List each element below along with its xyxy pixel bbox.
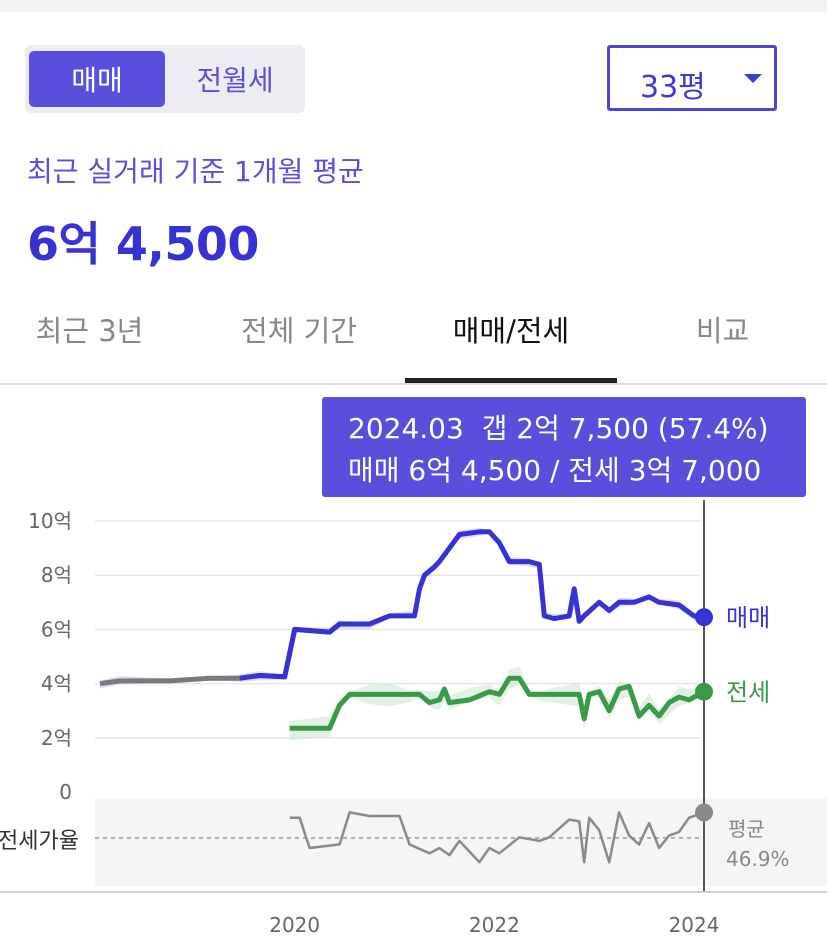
y-tick-label: 10억 bbox=[28, 509, 72, 533]
jeonse-series-label: 전세 bbox=[726, 679, 770, 707]
ratio-avg-value: 46.9% bbox=[726, 847, 790, 871]
active-tab-indicator bbox=[405, 378, 617, 383]
y-tick-label: 0 bbox=[59, 780, 72, 804]
ratio-axis-label: 전세가율 bbox=[0, 829, 79, 854]
tab-recent-3y[interactable]: 최근 3년 bbox=[35, 314, 144, 348]
size-dropdown[interactable]: 33평 bbox=[607, 45, 777, 111]
tab-all-period[interactable]: 전체 기간 bbox=[241, 314, 357, 348]
jeonse-line bbox=[289, 675, 706, 731]
ratio-avg-label: 평균 bbox=[728, 817, 765, 841]
y-tick-label: 6억 bbox=[41, 617, 72, 641]
tab-compare[interactable]: 비교 bbox=[695, 314, 750, 348]
y-tick-label: 2억 bbox=[41, 726, 72, 750]
ratio-line bbox=[289, 811, 705, 864]
y-tick-label: 8억 bbox=[41, 563, 72, 587]
tooltip-line-2: 매매 6억 4,500 / 전세 3억 7,000 bbox=[348, 454, 762, 487]
price-basis-label: 최근 실거래 기준 1개월 평균 bbox=[27, 155, 364, 188]
trade-type-toggle: 매매 전월세 bbox=[25, 45, 305, 113]
x-tick-label: 2022 bbox=[469, 913, 520, 937]
size-dropdown-label: 33평 bbox=[640, 70, 706, 105]
sale-end-dot bbox=[695, 608, 713, 627]
sale-line bbox=[239, 529, 705, 681]
tab-divider bbox=[0, 383, 827, 385]
x-tick-label: 2020 bbox=[269, 913, 320, 937]
tab-sale-jeonse[interactable]: 매매/전세 bbox=[452, 314, 570, 348]
average-price: 6억 4,500 bbox=[27, 217, 259, 271]
ratio-end-dot bbox=[695, 803, 713, 822]
jeonse-end-dot bbox=[695, 682, 713, 701]
chart-tooltip: 2024.03 갭 2억 7,500 (57.4%) 매매 6억 4,500 /… bbox=[322, 397, 806, 497]
x-tick-label: 2024 bbox=[669, 913, 720, 937]
toggle-sale-button[interactable]: 매매 bbox=[29, 51, 165, 107]
tooltip-line-1: 2024.03 갭 2억 7,500 (57.4%) bbox=[348, 412, 769, 445]
sale-series-label: 매매 bbox=[726, 604, 770, 632]
jeonse-range-band bbox=[289, 666, 704, 741]
chevron-down-icon bbox=[744, 74, 762, 83]
top-strip bbox=[0, 0, 827, 12]
toggle-rent-button[interactable]: 전월세 bbox=[196, 64, 274, 97]
y-tick-label: 4억 bbox=[41, 672, 72, 696]
